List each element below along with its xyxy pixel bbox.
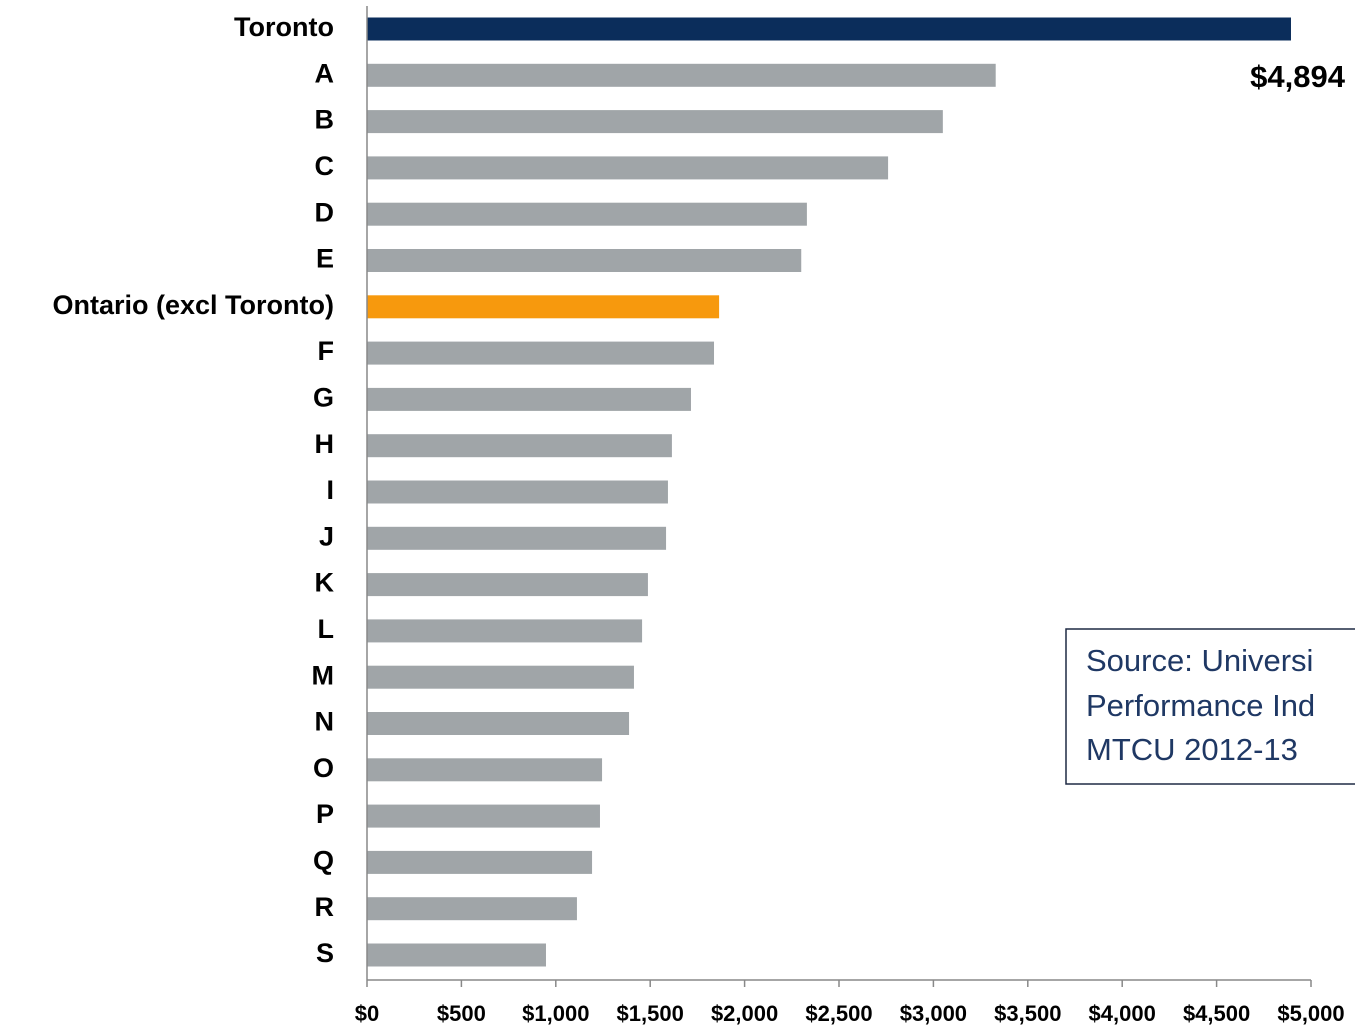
category-label: D: [315, 197, 335, 227]
bar: [367, 156, 889, 180]
category-label: E: [316, 244, 334, 274]
category-label: A: [315, 58, 335, 88]
category-label: N: [315, 707, 335, 737]
bar: [367, 295, 720, 319]
category-label: F: [318, 336, 335, 366]
source-text: MTCU 2012-13: [1086, 732, 1298, 767]
source-text: Source: Universi: [1086, 643, 1313, 678]
category-label: P: [316, 799, 334, 829]
bar: [367, 573, 648, 597]
x-tick-label: $3,000: [900, 1001, 967, 1026]
category-label: C: [315, 151, 335, 181]
x-tick-label: $4,500: [1183, 1001, 1250, 1026]
bar: [367, 110, 943, 134]
category-label: Toronto: [234, 12, 334, 42]
x-tick-label: $2,000: [711, 1001, 778, 1026]
source-text: Performance Ind: [1086, 688, 1315, 723]
category-label: Q: [313, 846, 334, 876]
x-tick-label: $3,500: [994, 1001, 1061, 1026]
bar: [367, 249, 802, 272]
bar: [367, 712, 630, 735]
category-label: S: [316, 938, 334, 968]
bar: [367, 434, 672, 458]
bar: [367, 480, 668, 504]
category-label: I: [326, 475, 334, 505]
category-label: K: [315, 568, 335, 598]
bar: [367, 943, 546, 967]
category-label: B: [315, 105, 335, 135]
category-label: Ontario (excl Toronto): [53, 290, 335, 320]
category-label: J: [319, 521, 334, 551]
bar: [367, 804, 600, 828]
source-box: [1065, 628, 1355, 785]
x-tick-label: $500: [437, 1001, 486, 1026]
bar: [367, 850, 593, 874]
bar: [367, 387, 691, 411]
x-tick-label: $0: [355, 1001, 379, 1026]
category-label: O: [313, 753, 334, 783]
x-tick-label: $1,500: [617, 1001, 684, 1026]
data-label: $4,894: [1250, 59, 1346, 94]
x-tick-label: $1,000: [522, 1001, 589, 1026]
category-label: H: [315, 429, 335, 459]
category-label: R: [315, 892, 335, 922]
bar: [367, 63, 996, 87]
x-tick-label: $4,000: [1089, 1001, 1156, 1026]
x-tick-label: $2,500: [805, 1001, 872, 1026]
category-label: L: [318, 614, 335, 644]
bar: [367, 758, 603, 782]
bar: [367, 526, 667, 550]
category-label: M: [312, 660, 335, 690]
bar: [367, 619, 643, 643]
bar: [367, 665, 634, 689]
bar: [367, 202, 807, 226]
x-tick-label: $5,000: [1277, 1001, 1344, 1026]
bar: [367, 341, 715, 365]
category-label: G: [313, 383, 334, 413]
bar: [367, 17, 1291, 41]
bar: [367, 897, 577, 921]
